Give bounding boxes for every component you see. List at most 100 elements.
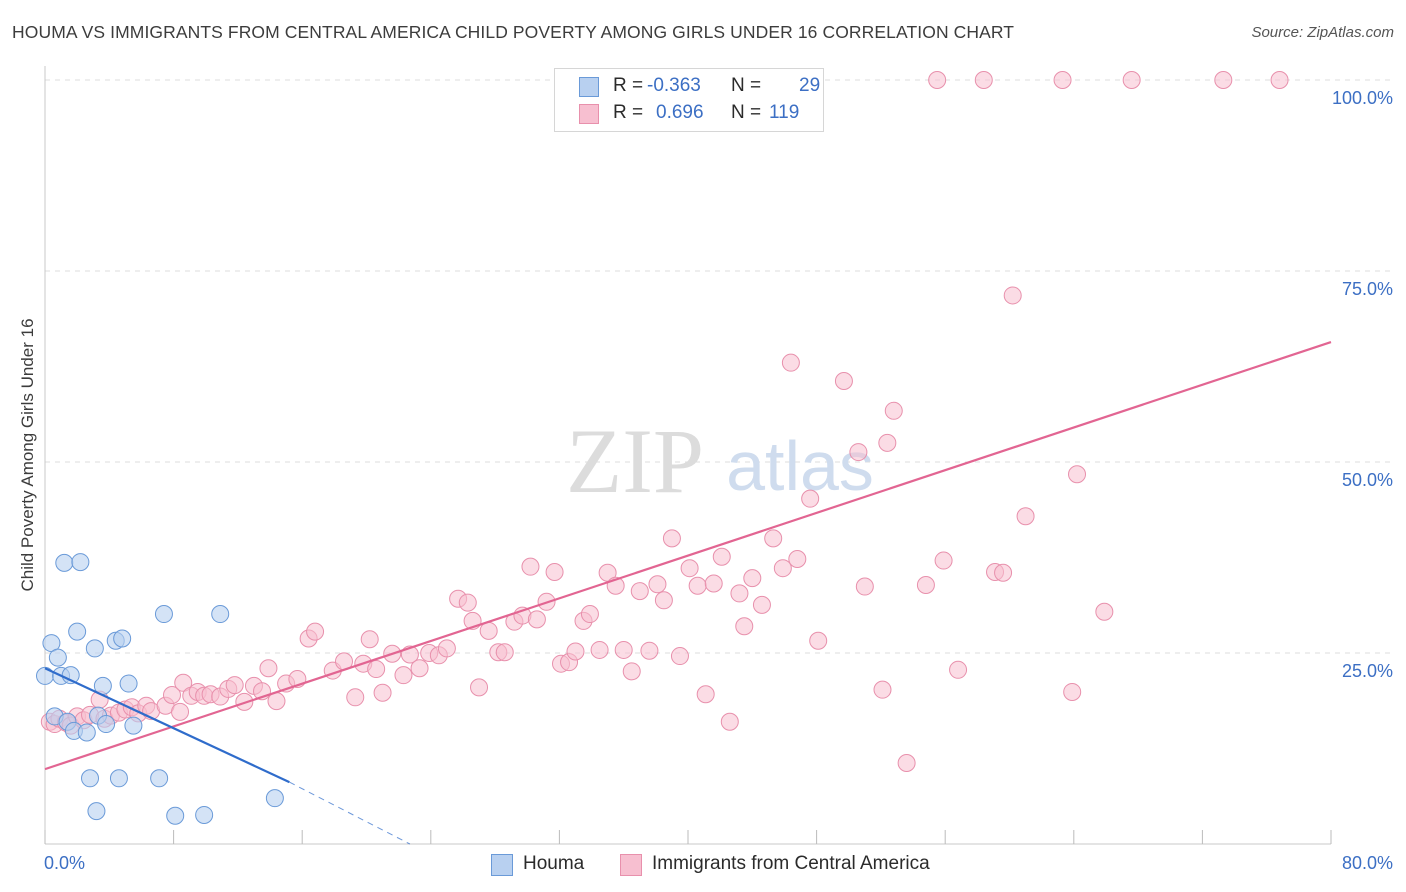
central-america-trend-line [44, 341, 1332, 771]
central-america-point [994, 563, 1013, 582]
central-america-point [1053, 71, 1072, 89]
houma-trend-extension [289, 781, 411, 845]
houma-point [166, 806, 185, 825]
central-america-point [306, 622, 325, 641]
houma-point [150, 769, 169, 788]
central-america-point [545, 563, 564, 582]
central-america-point [360, 630, 379, 649]
bottom-legend-central-america-swatch [620, 854, 642, 876]
central-america-swatch [579, 104, 599, 124]
houma-point [97, 715, 116, 734]
central-america-point [225, 676, 244, 695]
houma-point [87, 802, 106, 821]
central-america-point [1122, 71, 1141, 89]
central-america-point [259, 659, 278, 678]
central-america-points [40, 71, 1289, 773]
central-america-point [580, 605, 599, 624]
bottom-legend-houma-label: Houma [523, 853, 585, 874]
central-america-point [680, 559, 699, 578]
houma-points [36, 553, 284, 825]
central-america-point [1270, 71, 1289, 89]
central-america-point [712, 547, 731, 566]
central-america-point [974, 71, 993, 89]
central-america-point [801, 489, 820, 508]
tick-labels: 25.0% 50.0% 75.0% 100.0% 0.0% 80.0% [44, 88, 1393, 873]
houma-point [119, 674, 138, 693]
central-america-point [394, 666, 413, 685]
houma-point [113, 629, 132, 648]
houma-point [211, 605, 230, 624]
houma-n-label: N = [731, 75, 762, 96]
central-america-point [855, 577, 874, 596]
chart-source: Source: ZipAtlas.com [1251, 24, 1394, 41]
central-america-point [773, 559, 792, 578]
central-america-n-value: 119 [769, 102, 800, 123]
stats-legend: R = -0.363 N = 29 R = 0.696 N = 119 [554, 68, 824, 132]
central-america-point [640, 641, 659, 660]
y-tick-label: 75.0% [1342, 279, 1393, 299]
houma-point [71, 553, 90, 572]
central-america-point [174, 673, 193, 692]
central-america-point [873, 680, 892, 699]
x-tick-label: 80.0% [1342, 853, 1393, 873]
central-america-point [622, 662, 641, 681]
houma-point [154, 605, 173, 624]
central-america-point [781, 353, 800, 372]
central-america-point [884, 401, 903, 420]
central-america-point [928, 71, 947, 89]
central-america-point [849, 443, 868, 462]
central-america-r-value: 0.696 [656, 102, 704, 123]
central-america-point [566, 642, 585, 661]
central-america-point [162, 686, 181, 705]
houma-point [48, 648, 67, 667]
central-america-point [720, 712, 739, 731]
houma-point [195, 805, 214, 824]
central-america-point [764, 529, 783, 548]
houma-r-value: -0.363 [647, 75, 701, 96]
central-america-point [367, 660, 386, 679]
houma-point [85, 639, 104, 658]
central-america-point [743, 569, 762, 588]
central-america-point [171, 702, 190, 721]
y-tick-label: 25.0% [1342, 661, 1393, 681]
chart-title: HOUMA VS IMMIGRANTS FROM CENTRAL AMERICA… [12, 22, 1015, 42]
watermark-atlas: atlas [726, 427, 874, 505]
central-america-point [949, 660, 968, 679]
houma-point [109, 769, 128, 788]
central-america-point [495, 643, 514, 662]
central-america-point [654, 591, 673, 610]
central-america-point [662, 529, 681, 548]
central-america-point [648, 575, 667, 594]
central-america-point [458, 593, 477, 612]
central-america-point [916, 576, 935, 595]
central-america-point [704, 574, 723, 593]
watermark-zip: ZIP [566, 410, 704, 512]
houma-point [124, 716, 143, 735]
central-america-point [410, 659, 429, 678]
central-america-point [346, 688, 365, 707]
central-america-point [897, 754, 916, 773]
central-america-point [752, 595, 771, 614]
central-america-point [1016, 507, 1035, 526]
central-america-point [878, 433, 897, 452]
houma-r-label: R = [613, 75, 644, 96]
central-america-point [470, 678, 489, 697]
central-america-point [834, 372, 853, 391]
houma-point [265, 789, 284, 808]
central-america-n-label: N = [731, 102, 762, 123]
central-america-point [688, 576, 707, 595]
central-america-point [1095, 602, 1114, 621]
central-america-point [696, 685, 715, 704]
houma-point [77, 723, 96, 742]
central-america-point [670, 647, 689, 666]
central-america-point [788, 550, 807, 569]
central-america-point [809, 631, 828, 650]
bottom-legend-central-america-label: Immigrants from Central America [652, 853, 930, 874]
trend-lines [44, 341, 1332, 845]
x-tick-label: 0.0% [44, 853, 85, 873]
central-america-point [527, 610, 546, 629]
y-tick-label: 100.0% [1332, 88, 1393, 108]
central-america-point [614, 640, 633, 659]
central-america-point [630, 582, 649, 601]
